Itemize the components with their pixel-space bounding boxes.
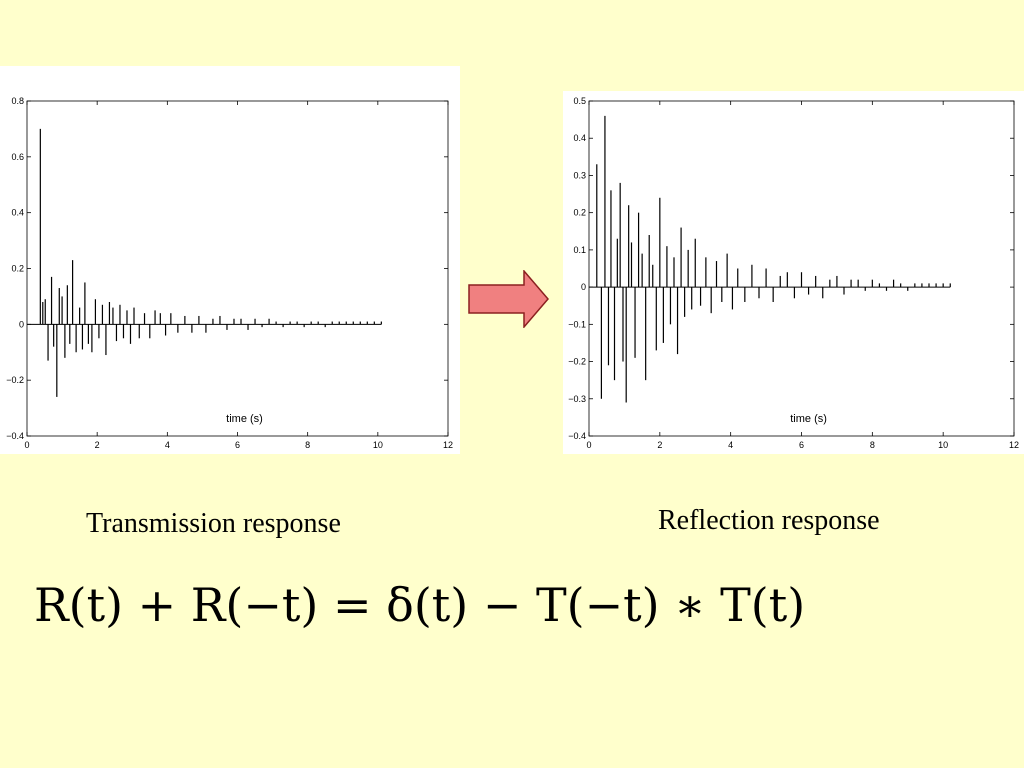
right-arrow-icon xyxy=(468,270,549,328)
x-axis-label: time (s) xyxy=(790,413,827,425)
x-tick-label: 12 xyxy=(1009,440,1019,450)
reflection-chart-panel: 0 2 4 6 8 10 12 −0.4 −0.3 −0.2 −0.1 0 0.1 0.2 0.3 0.4 0.… xyxy=(563,91,1024,454)
y-tick-label: −0.1 xyxy=(568,319,586,329)
x-tick-label: 10 xyxy=(938,440,948,450)
x-axis-label: time (s) xyxy=(226,413,263,425)
x-tick-label: 6 xyxy=(235,440,240,450)
y-tick-label: 0 xyxy=(19,319,24,329)
x-tick-label: 8 xyxy=(870,440,875,450)
x-tick-label: 4 xyxy=(165,440,170,450)
y-tick-label: 0.1 xyxy=(573,245,586,255)
y-tick-label: −0.4 xyxy=(568,431,586,441)
x-tick-label: 4 xyxy=(728,440,733,450)
y-tick-label: 0.2 xyxy=(573,208,586,218)
y-tick-label: 0.8 xyxy=(11,96,24,106)
y-tick-label: 0.2 xyxy=(11,264,24,274)
x-tick-label: 12 xyxy=(443,440,453,450)
reflection-caption: Reflection response xyxy=(658,505,880,536)
transmission-response-chart: 0 2 4 6 8 10 12 −0.4 −0.2 0 0.2 0.4 0.6 0.8 time (s) xyxy=(6,96,453,450)
x-tick-label: 10 xyxy=(373,440,383,450)
y-tick-label: −0.4 xyxy=(6,431,24,441)
y-tick-label: −0.3 xyxy=(568,394,586,404)
reflection-transmission-formula: R(t) + R(−t) = δ(t) − T(−t) ∗ T(t) xyxy=(34,578,806,632)
y-tick-label: −0.2 xyxy=(568,357,586,367)
y-tick-label: 0.5 xyxy=(573,96,586,106)
y-tick-label: 0.3 xyxy=(573,170,586,180)
x-tick-label: 8 xyxy=(305,440,310,450)
transmission-chart-panel: 0 2 4 6 8 10 12 −0.4 −0.2 0 0.2 0.4 0.6 0.8 time (s) xyxy=(0,66,460,454)
plot-frame xyxy=(26,100,449,437)
x-tick-label: 0 xyxy=(24,440,29,450)
x-tick-label: 0 xyxy=(586,440,591,450)
y-tick-label: 0.4 xyxy=(573,133,586,143)
y-tick-label: 0 xyxy=(581,282,586,292)
transmission-caption: Transmission response xyxy=(86,508,341,539)
x-tick-label: 2 xyxy=(657,440,662,450)
y-tick-label: 0.6 xyxy=(11,152,24,162)
x-tick-label: 6 xyxy=(799,440,804,450)
y-tick-label: 0.4 xyxy=(11,208,24,218)
y-tick-label: −0.2 xyxy=(6,375,24,385)
x-tick-label: 2 xyxy=(95,440,100,450)
reflection-response-chart: 0 2 4 6 8 10 12 −0.4 −0.3 −0.2 −0.1 0 0.1 0.2 0.3 0.4 0.… xyxy=(568,96,1019,450)
